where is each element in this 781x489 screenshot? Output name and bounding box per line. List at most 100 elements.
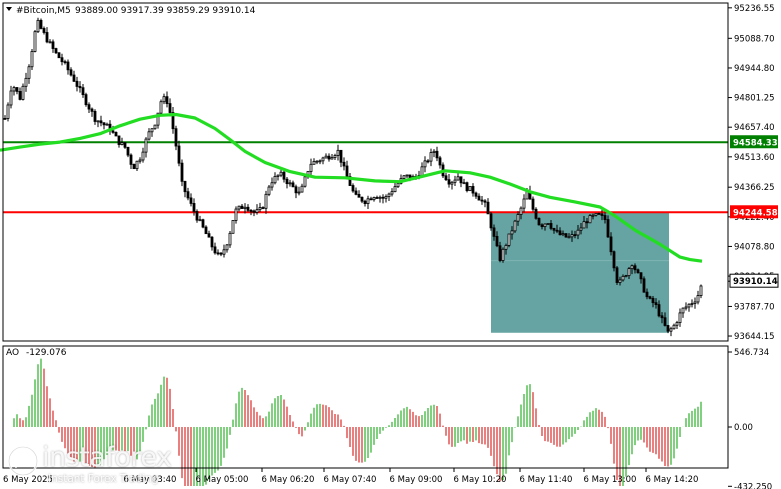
candle-body bbox=[126, 146, 130, 156]
candle-body bbox=[156, 112, 160, 126]
candle-body bbox=[111, 130, 115, 133]
candle-body bbox=[225, 244, 229, 251]
candle-body bbox=[432, 150, 436, 153]
price-tick-label: 94944.80 bbox=[734, 64, 775, 74]
brand-name: instaforex bbox=[42, 442, 172, 473]
candle-body bbox=[369, 198, 373, 201]
candle-body bbox=[162, 96, 166, 103]
candle-body bbox=[222, 249, 226, 255]
candle-body bbox=[237, 205, 241, 210]
price-tick-label: 94657.40 bbox=[734, 123, 775, 133]
candle-body bbox=[300, 185, 304, 193]
candle-body bbox=[498, 245, 502, 261]
candle-body bbox=[27, 66, 31, 79]
candle-body bbox=[234, 208, 238, 221]
time-axis[interactable]: 6 May 05:00 6 May 06:20 6 May 07:40 6 May 0… bbox=[3, 468, 698, 485]
candle-body bbox=[684, 306, 688, 309]
candle-body bbox=[381, 196, 385, 199]
candle-body bbox=[639, 272, 643, 280]
candle-body bbox=[90, 108, 94, 112]
candle-body bbox=[291, 182, 295, 188]
candle-body bbox=[189, 197, 193, 204]
candle-body bbox=[96, 120, 100, 123]
candle-body bbox=[3, 118, 7, 120]
candle-body bbox=[120, 142, 124, 145]
candle-body bbox=[366, 198, 370, 204]
time-tick-label: 6 May 13:00 bbox=[584, 475, 637, 485]
candle-body bbox=[549, 223, 553, 229]
candle-body bbox=[480, 199, 484, 202]
candle-body bbox=[75, 80, 79, 87]
candle-body bbox=[609, 236, 613, 253]
candle-body bbox=[558, 230, 562, 236]
ao-tick-label: 546.734 bbox=[734, 348, 769, 358]
candle-body bbox=[153, 124, 157, 130]
candle-body bbox=[150, 128, 154, 133]
candle-body bbox=[666, 325, 670, 332]
candle-body bbox=[339, 149, 343, 163]
level-price-tag bbox=[730, 135, 778, 149]
candle-body bbox=[585, 221, 589, 224]
candle-body bbox=[693, 301, 697, 304]
candle-body bbox=[210, 236, 214, 248]
candle-body bbox=[261, 207, 265, 209]
candle-body bbox=[54, 48, 58, 54]
candle-body bbox=[660, 315, 664, 319]
candle-body bbox=[312, 161, 316, 165]
instaforex-logo-icon bbox=[7, 445, 39, 477]
candle-body bbox=[285, 178, 289, 184]
candle-body bbox=[612, 251, 616, 269]
candle-body bbox=[597, 212, 601, 215]
ao-header: AO -129.076 bbox=[6, 348, 67, 358]
candle-body bbox=[534, 208, 538, 219]
candle-body bbox=[327, 155, 331, 160]
candle-body bbox=[444, 175, 448, 181]
candle-body bbox=[495, 235, 499, 247]
candle-body bbox=[66, 61, 70, 71]
candle-body bbox=[588, 215, 592, 224]
candle-body bbox=[63, 61, 67, 64]
price-tick-label: 94513.60 bbox=[734, 153, 775, 163]
candle-body bbox=[315, 160, 319, 163]
moving-average-layer bbox=[0, 112, 703, 263]
main-pane-frame bbox=[2, 2, 729, 342]
ohlc-values: 93889.00 93917.39 93859.29 93910.14 bbox=[75, 6, 256, 16]
candle-body bbox=[174, 128, 178, 147]
time-tick-label: 6 May 11:40 bbox=[520, 475, 573, 485]
candle-body bbox=[669, 328, 673, 332]
ao-tick-label: -432.250 bbox=[734, 482, 772, 489]
candle-body bbox=[438, 157, 442, 166]
candle-body bbox=[648, 296, 652, 299]
candle-body bbox=[393, 186, 397, 193]
candle-body bbox=[60, 57, 64, 63]
time-tick-label-partial: 6 May 2025 bbox=[3, 475, 53, 485]
candle-body bbox=[513, 220, 517, 232]
candle-body bbox=[117, 135, 121, 145]
price-tick-label: 94801.25 bbox=[734, 94, 775, 104]
candle-body bbox=[309, 163, 313, 172]
candle-body bbox=[423, 160, 427, 168]
candle-body bbox=[651, 297, 655, 304]
candle-body bbox=[348, 176, 352, 186]
candle-body bbox=[213, 246, 217, 254]
candle-body bbox=[630, 265, 634, 270]
candle-body bbox=[135, 160, 139, 170]
candle-body bbox=[39, 19, 43, 29]
candle-body bbox=[21, 85, 25, 100]
time-tick-label: 6 May 10:20 bbox=[454, 475, 507, 485]
level-price-tag-label: 94244.58 bbox=[733, 208, 778, 218]
ao-pane-frame bbox=[2, 345, 729, 469]
candle-body bbox=[246, 206, 250, 211]
candle-body bbox=[600, 213, 604, 216]
candle-body bbox=[387, 193, 391, 197]
candle-body bbox=[567, 236, 571, 239]
candle-body bbox=[321, 157, 325, 162]
candle-body bbox=[690, 303, 694, 305]
candle-body bbox=[318, 160, 322, 163]
candle-body bbox=[147, 131, 151, 140]
candle-body bbox=[468, 186, 472, 192]
dropdown-triangle-icon bbox=[6, 7, 12, 11]
candle-body bbox=[678, 312, 682, 324]
